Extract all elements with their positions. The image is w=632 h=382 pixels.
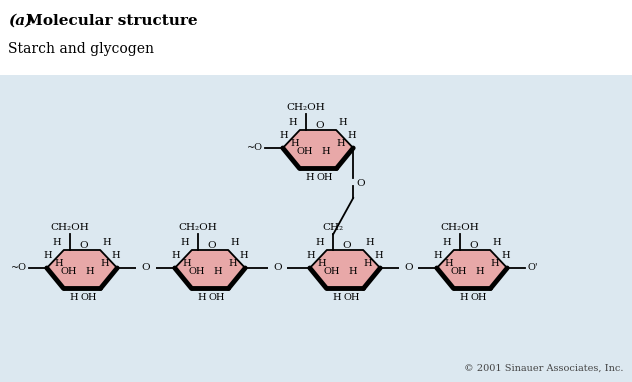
Text: H: H	[183, 259, 191, 269]
Text: H: H	[475, 267, 483, 277]
Text: H: H	[348, 267, 356, 277]
Text: H: H	[231, 238, 239, 247]
Text: OH: OH	[317, 173, 333, 182]
Text: H: H	[337, 139, 345, 149]
Text: H: H	[445, 259, 453, 269]
Text: H: H	[198, 293, 206, 303]
Text: O: O	[208, 241, 216, 250]
Text: OH: OH	[451, 267, 467, 277]
Text: CH₂OH: CH₂OH	[441, 223, 480, 232]
Text: H: H	[375, 251, 384, 260]
Text: H: H	[85, 267, 94, 277]
Text: O: O	[470, 241, 478, 250]
Text: H: H	[44, 251, 52, 260]
Text: H: H	[363, 259, 372, 269]
Text: H: H	[102, 238, 111, 247]
Text: CH₂OH: CH₂OH	[287, 103, 325, 112]
Text: H: H	[332, 293, 341, 303]
Text: H: H	[70, 293, 78, 303]
Text: Molecular structure: Molecular structure	[26, 14, 198, 28]
Text: H: H	[100, 259, 109, 269]
Text: CH₂OH: CH₂OH	[51, 223, 90, 232]
Text: H: H	[348, 131, 356, 140]
Text: H: H	[291, 139, 300, 149]
Text: OH: OH	[296, 147, 313, 157]
Text: H: H	[213, 267, 222, 277]
Text: O': O'	[527, 264, 538, 272]
Text: (a): (a)	[8, 14, 32, 28]
Text: H: H	[365, 238, 374, 247]
Text: O: O	[316, 121, 324, 130]
Text: H: H	[307, 251, 315, 260]
Polygon shape	[175, 250, 245, 288]
Text: H: H	[229, 259, 237, 269]
Text: H: H	[492, 238, 501, 247]
Polygon shape	[310, 250, 380, 288]
Text: O: O	[356, 179, 365, 188]
Text: H: H	[321, 147, 330, 157]
Text: O: O	[404, 264, 413, 272]
Text: H: H	[459, 293, 468, 303]
Text: CH₂OH: CH₂OH	[179, 223, 217, 232]
Text: © 2001 Sinauer Associates, Inc.: © 2001 Sinauer Associates, Inc.	[465, 364, 624, 373]
Text: OH: OH	[61, 267, 77, 277]
Text: OH: OH	[188, 267, 205, 277]
Text: H: H	[318, 259, 326, 269]
Bar	[0, 0, 632, 75]
Text: H: H	[112, 251, 121, 260]
Text: H: H	[171, 251, 180, 260]
Text: OH: OH	[324, 267, 340, 277]
Text: H: H	[240, 251, 248, 260]
Polygon shape	[47, 250, 117, 288]
Text: OH: OH	[209, 293, 225, 303]
Text: H: H	[443, 238, 451, 247]
Text: CH₂: CH₂	[322, 223, 344, 232]
Text: OH: OH	[81, 293, 97, 303]
Polygon shape	[283, 130, 353, 168]
Bar	[0, 75, 632, 382]
Text: ~O: ~O	[247, 144, 263, 152]
Text: O: O	[273, 264, 282, 272]
Text: H: H	[279, 131, 288, 140]
Text: H: H	[316, 238, 324, 247]
Text: H: H	[289, 118, 298, 127]
Text: OH: OH	[471, 293, 487, 303]
Text: H: H	[490, 259, 499, 269]
Text: O: O	[80, 241, 88, 250]
Text: OH: OH	[344, 293, 360, 303]
Text: Starch and glycogen: Starch and glycogen	[8, 42, 154, 56]
Text: H: H	[502, 251, 511, 260]
Text: H: H	[53, 238, 61, 247]
Text: ~O: ~O	[11, 264, 27, 272]
Text: O: O	[142, 264, 150, 272]
Polygon shape	[437, 250, 507, 288]
Text: H: H	[306, 173, 314, 182]
Text: H: H	[434, 251, 442, 260]
Text: H: H	[339, 118, 347, 127]
Text: H: H	[181, 238, 190, 247]
Text: H: H	[55, 259, 63, 269]
Text: O: O	[343, 241, 351, 250]
